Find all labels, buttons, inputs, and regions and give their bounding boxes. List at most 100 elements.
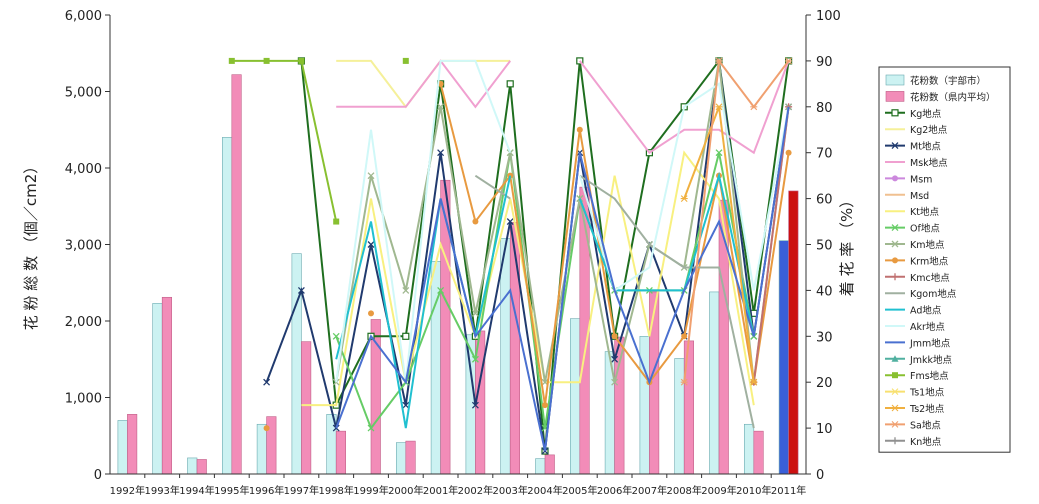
point — [471, 309, 479, 317]
y-right-tick-label: 80 — [816, 101, 833, 116]
bar — [222, 137, 233, 475]
legend-label: Msd — [910, 191, 929, 202]
x-tick-label: 2001年 — [423, 484, 458, 497]
point — [576, 126, 583, 133]
x-tick-label: 2002年 — [458, 484, 493, 497]
legend-label: Ts1地点 — [909, 387, 945, 399]
bar — [405, 440, 416, 475]
point — [437, 103, 445, 111]
bar — [231, 74, 242, 475]
point — [402, 401, 410, 409]
legend-label: Krm地点 — [910, 255, 949, 267]
series-Msk地点 — [336, 59, 790, 155]
point — [333, 218, 340, 225]
y-right-axis-title: 着 花 率 （%） — [838, 193, 856, 297]
point — [715, 149, 723, 157]
bar-layer — [117, 74, 799, 475]
bar — [569, 318, 581, 475]
point — [715, 103, 723, 111]
series-line — [683, 58, 790, 383]
bar — [335, 430, 347, 475]
bar — [753, 430, 764, 475]
bar — [544, 454, 555, 475]
legend-label: Ad地点 — [910, 305, 942, 317]
legend-label: Kgom地点 — [910, 288, 957, 300]
bar — [187, 457, 198, 475]
series-line — [335, 106, 790, 452]
point — [785, 149, 792, 156]
point — [472, 218, 479, 225]
y-right-tick-label: 90 — [816, 55, 833, 70]
point — [892, 175, 898, 182]
bar — [117, 420, 128, 475]
point — [611, 333, 618, 340]
point — [506, 80, 514, 88]
y-right-tick-label: 60 — [816, 193, 833, 208]
point — [891, 421, 899, 428]
bar — [500, 238, 511, 475]
legend-label: Msm — [910, 174, 932, 185]
series-Jmm地点 — [335, 106, 790, 452]
series-line — [335, 175, 512, 429]
point — [785, 57, 793, 65]
point — [228, 57, 235, 64]
bar — [301, 341, 312, 475]
series-line — [579, 60, 790, 155]
y-right-tick-label: 70 — [816, 147, 833, 162]
point — [750, 378, 758, 386]
bar — [743, 423, 755, 475]
series-line — [474, 174, 511, 200]
point — [611, 355, 619, 363]
bar — [395, 442, 407, 475]
line-layer — [228, 57, 793, 455]
point — [368, 310, 374, 317]
legend-label: Jmkk地点 — [909, 354, 953, 366]
legend-label: Sa地点 — [910, 419, 941, 431]
legend-label: Kg地点 — [910, 108, 942, 120]
point — [715, 57, 723, 65]
x-tick-label: 1996年 — [249, 484, 284, 497]
legend-label: Of地点 — [910, 223, 940, 235]
x-tick-label: 2004年 — [527, 484, 562, 497]
series-Ad地点 — [335, 171, 755, 429]
point — [892, 257, 898, 264]
bar — [674, 358, 685, 475]
bar — [509, 222, 521, 475]
point — [297, 286, 305, 294]
legend-label: Ts2地点 — [909, 403, 945, 415]
y-right-tick-label: 40 — [816, 284, 833, 299]
series-line — [578, 82, 790, 292]
legend-label: Kg2地点 — [910, 124, 948, 136]
point — [471, 401, 479, 409]
x-tick-label: 1995年 — [214, 484, 249, 497]
x-tick-label: 2006年 — [597, 484, 632, 497]
y-left-tick-label: 2,000 — [65, 315, 102, 330]
x-tick-label: 1999年 — [353, 484, 388, 497]
legend-label: 花粉数（宇部市） — [910, 75, 986, 87]
point — [680, 195, 688, 202]
x-tick-label: 1998年 — [318, 484, 353, 497]
series-line — [578, 171, 755, 337]
legend-label: Akr地点 — [910, 321, 945, 333]
bar — [788, 190, 799, 475]
legend-label: Msk地点 — [910, 157, 948, 169]
legend-label: Mt地点 — [910, 141, 941, 153]
x-tick-label: 1992年 — [110, 484, 145, 497]
y-right-tick-label: 0 — [816, 468, 824, 483]
legend-label: Kt地点 — [910, 206, 939, 218]
series-Fms地点 — [228, 57, 409, 225]
legend-label: Kmc地点 — [910, 272, 950, 284]
point — [263, 57, 270, 64]
series-line — [336, 59, 511, 109]
x-tick-label: 1997年 — [284, 484, 319, 497]
series-Sa地点 — [680, 57, 793, 386]
legend-label: Km地点 — [910, 239, 945, 251]
point — [750, 103, 758, 111]
point — [891, 273, 899, 281]
point — [402, 332, 410, 340]
point — [263, 378, 271, 386]
x-tick-label: 2003年 — [492, 484, 527, 497]
point — [891, 240, 899, 248]
point — [681, 333, 688, 340]
